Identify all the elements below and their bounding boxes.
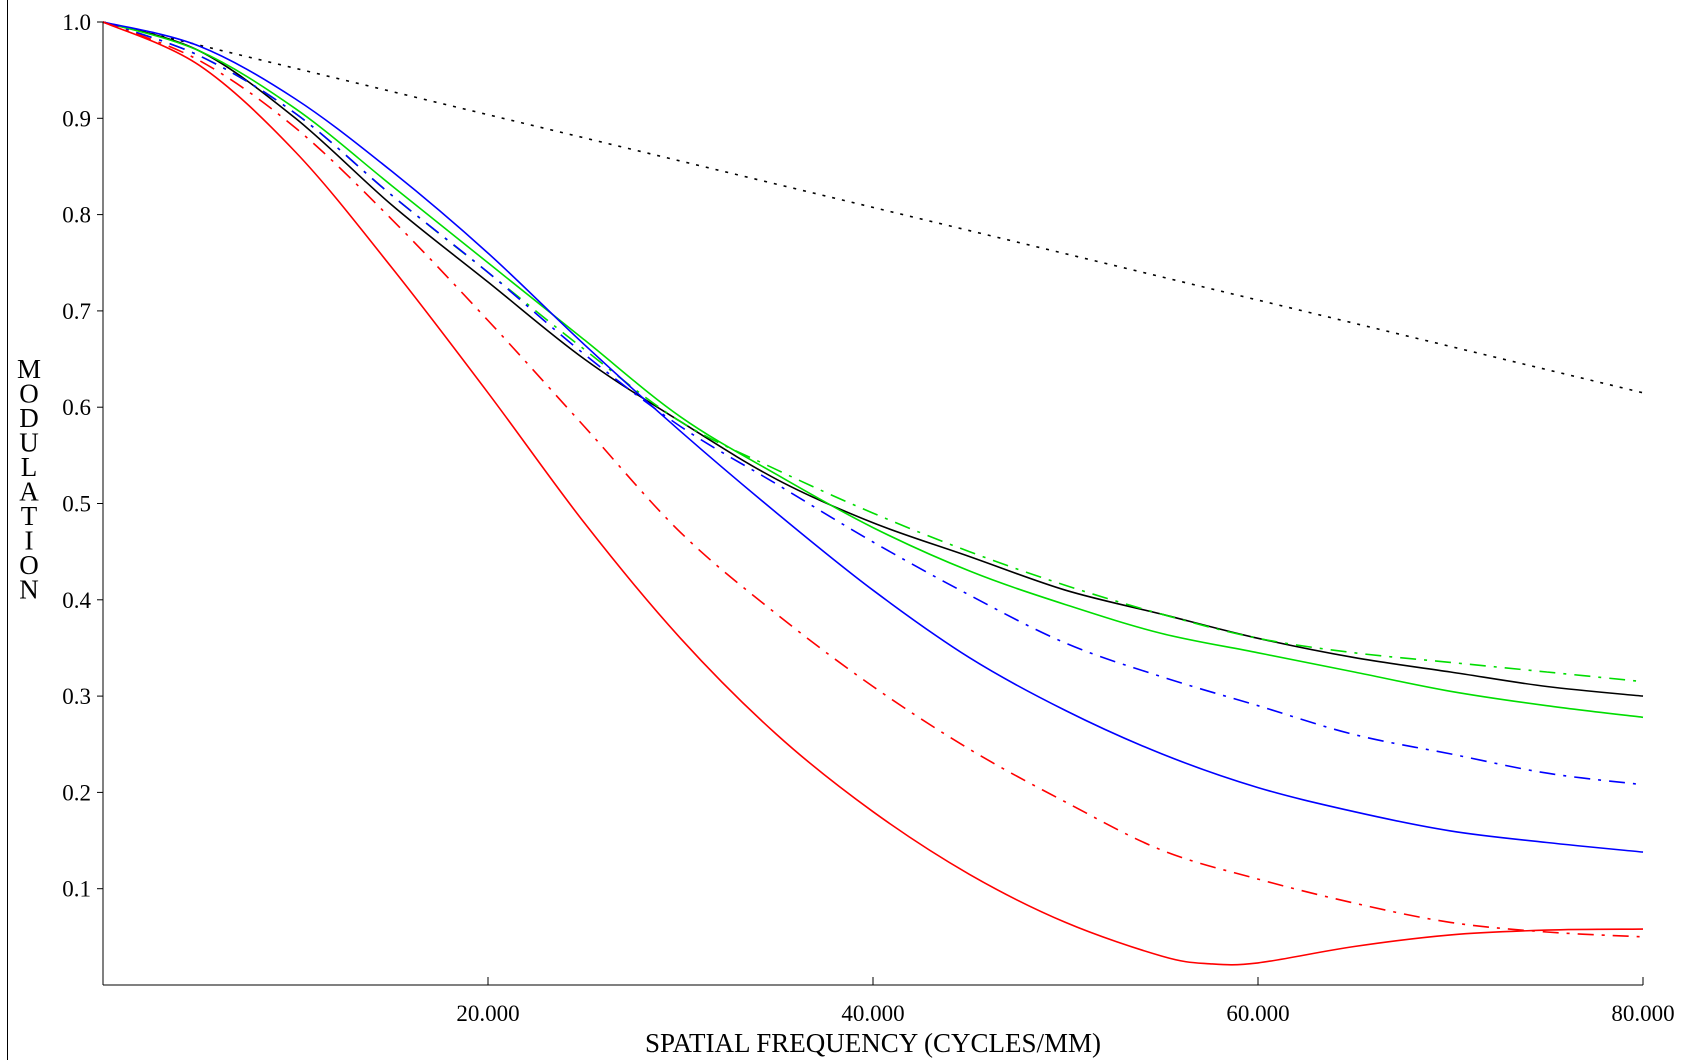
series-line-7 [102, 21, 1644, 938]
y-tick-label: 0.4 [62, 588, 91, 613]
y-tick-label: 0.3 [62, 684, 91, 709]
y-axis-title-letter: I [25, 526, 34, 556]
y-tick-label: 0.9 [62, 106, 91, 131]
series-line-6 [102, 21, 1644, 786]
y-axis-title-letter: D [19, 403, 39, 433]
y-axis-title-letter: O [19, 379, 39, 409]
y-tick-label: 0.2 [62, 780, 91, 805]
series-line-8 [102, 21, 1644, 966]
y-tick-label: 0.8 [62, 203, 91, 228]
y-tick-label: 0.1 [62, 877, 91, 902]
y-axis-title-letter: L [21, 452, 38, 482]
series-layer [102, 21, 1644, 966]
series-line-5 [102, 21, 1644, 853]
x-axis-title: SPATIAL FREQUENCY (CYCLES/MM) [645, 1028, 1101, 1058]
x-tick-label: 80.000 [1611, 1001, 1674, 1026]
x-tick-label: 40.000 [841, 1001, 904, 1026]
y-tick-label: 0.6 [62, 395, 91, 420]
y-tick-label: 0.7 [62, 299, 91, 324]
y-axis-title-letter: A [19, 477, 39, 507]
y-axis-title-letter: O [19, 550, 39, 580]
y-axis-title-letter: T [21, 501, 38, 531]
series-line-4 [102, 21, 1644, 683]
x-tick-label: 20.000 [456, 1001, 519, 1026]
series-line-3 [102, 21, 1644, 719]
y-axis-title-letter: U [19, 428, 39, 458]
y-axis-title-letter: M [17, 354, 41, 384]
ticks-layer: 0.1 0.2 0.3 0.4 0.5 0.6 0.7 0.8 0.9 1.0 20.000 40.0… [62, 10, 1674, 1026]
x-tick-label: 60.000 [1226, 1001, 1289, 1026]
axes-layer [102, 22, 1643, 986]
series-line-1 [102, 21, 1644, 394]
y-tick-label: 0.5 [62, 492, 91, 517]
series-line-2 [102, 21, 1644, 697]
y-axis-title-letter: N [19, 575, 39, 605]
y-tick-label: 1.0 [62, 10, 91, 35]
